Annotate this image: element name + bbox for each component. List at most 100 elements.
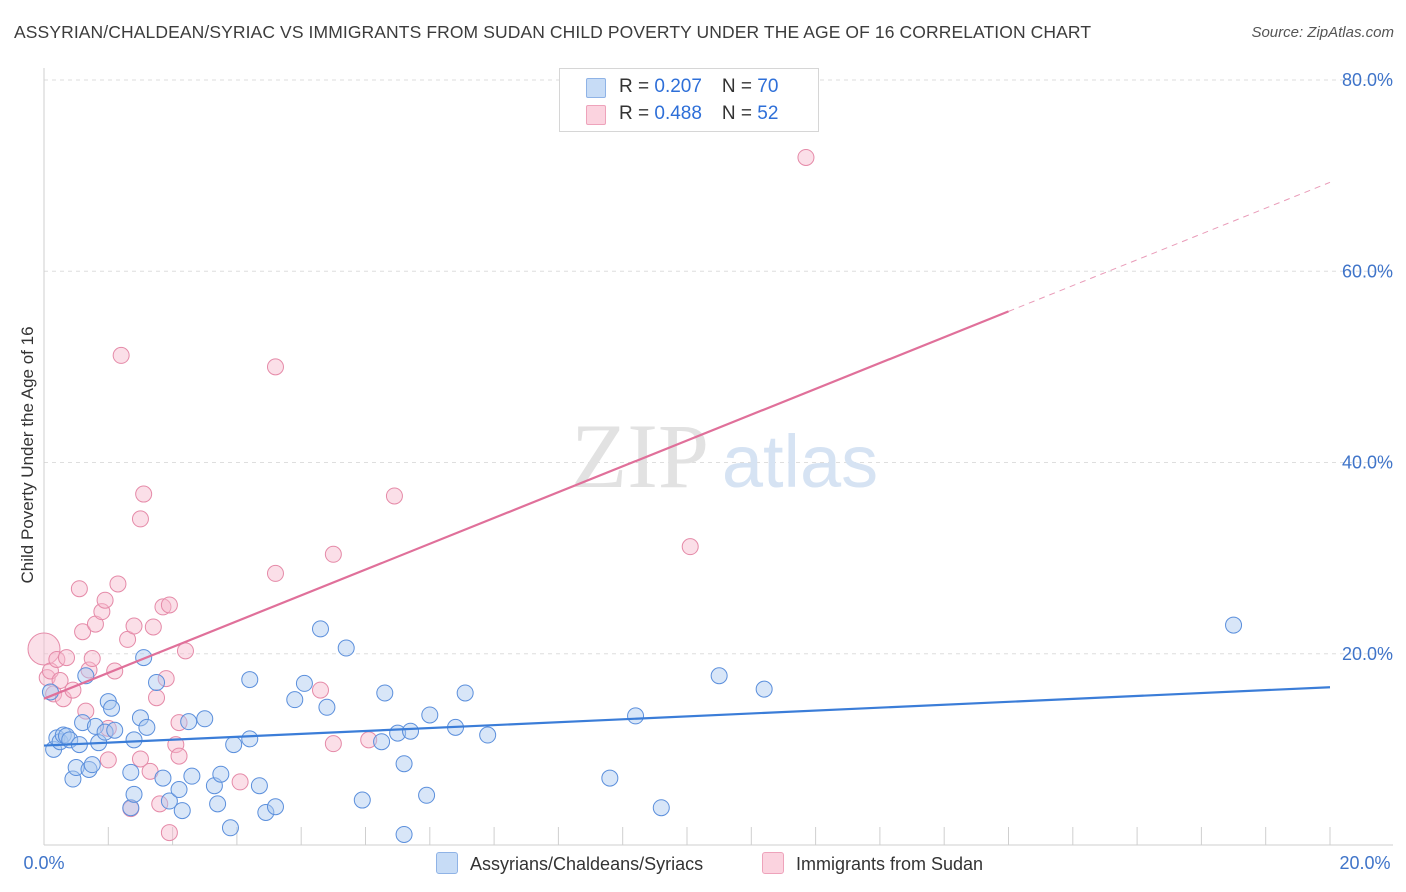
sudan-point [51,672,69,690]
assyrian-point [479,726,497,744]
n-value: 52 [757,103,779,124]
assyrian-point [67,759,85,777]
n-label: N = [721,103,758,124]
y-tick-label: 20.0% [1342,644,1393,664]
assyrian-point [418,786,436,804]
sudan-point [157,670,175,688]
sudan-point [266,564,284,582]
sudan-point [148,689,166,707]
assyrian-point [125,785,143,803]
sudan-point [151,795,169,813]
assyrian-point [125,731,143,749]
assyrian-point [311,620,329,638]
sudan-point [324,735,342,753]
assyrian-point [755,680,773,698]
r-value: 0.207 [654,76,702,97]
assyrian-point [225,736,243,754]
sudan-point [154,598,172,616]
assyrian-point [173,802,191,820]
x-tick-label: 20.0% [1339,853,1390,873]
legend-swatch-pink [762,852,784,874]
r-label: R = [619,103,655,124]
sudan-point [681,538,699,556]
trend-line-sudan-extension [1008,181,1331,312]
source-label: Source: ZipAtlas.com [1251,24,1394,41]
sudan-point [160,824,178,842]
sudan-point [324,545,342,563]
assyrian-point [421,706,439,724]
assyrian-point [241,730,259,748]
watermark: ZIP atlas [571,405,878,507]
r-label: R = [619,76,655,97]
series-assyrians [41,616,1243,843]
sudan-point [266,358,284,376]
sudan-point [170,747,188,765]
assyrian-point [318,698,336,716]
gridlines [44,79,1393,655]
sudan-point [58,649,76,667]
y-tick-label: 40.0% [1342,453,1393,473]
assyrian-point [652,799,670,817]
sudan-point [70,580,88,598]
legend-swatch-blue [586,78,606,98]
assyrian-point [86,717,104,735]
assyrian-point [353,791,371,809]
y-axis-label: Child Poverty Under the Age of 16 [18,326,37,584]
y-tick-label: 80.0% [1342,70,1393,90]
assyrian-point [131,709,149,727]
assyrian-point [154,769,172,787]
assyrian-point [160,792,178,810]
sudan-point [96,591,114,609]
assyrian-point [295,674,313,692]
sudan-point [311,681,329,699]
sudan-point [27,632,61,666]
assyrian-point [180,713,198,731]
assyrian-point [196,710,214,728]
assyrian-point [209,795,227,813]
legend-label: Assyrians/Chaldeans/Syriacs [470,854,704,874]
assyrian-point [80,760,98,778]
legend-item-sudan: Immigrants from Sudan [762,852,983,875]
assyrian-point [1225,616,1243,634]
assyrian-point [106,721,124,739]
sudan-point [797,148,815,166]
assyrian-point [710,667,728,685]
sudan-point [135,485,153,503]
legend-swatch-blue [436,852,458,874]
sudan-point [109,575,127,593]
sudan-point [385,487,403,505]
assyrian-point [376,684,394,702]
trend-line-sudan [43,310,1009,700]
assyrian-point [395,755,413,773]
assyrian-point [395,825,413,843]
legend-label: Immigrants from Sudan [796,854,984,874]
sudan-point [144,618,162,636]
sudan-point [125,617,143,635]
legend-swatch-pink [586,105,606,125]
assyrian-point [373,733,391,751]
axes [43,68,1393,846]
assyrian-point [103,699,121,717]
assyrian-point [266,798,284,816]
assyrian-point [183,767,201,785]
sudan-point [231,773,249,791]
chart-title: ASSYRIAN/CHALDEAN/SYRIAC VS IMMIGRANTS F… [14,22,1092,42]
assyrian-point [212,765,230,783]
assyrian-point [74,714,92,732]
sudan-point [83,650,101,668]
sudan-point [131,510,149,528]
watermark-atlas: atlas [722,420,878,503]
sudan-point [160,596,178,614]
watermark-zip: ZIP [571,405,709,507]
assyrian-point [286,691,304,709]
trend-line-assyrians [43,686,1331,747]
sudan-point [131,750,149,768]
assyrian-point [402,722,420,740]
assyrian-point [138,718,156,736]
n-label: N = [721,76,758,97]
y-tick-label: 60.0% [1342,261,1393,281]
r-value: 0.488 [654,103,702,124]
assyrian-point [122,763,140,781]
assyrian-point [250,777,268,795]
